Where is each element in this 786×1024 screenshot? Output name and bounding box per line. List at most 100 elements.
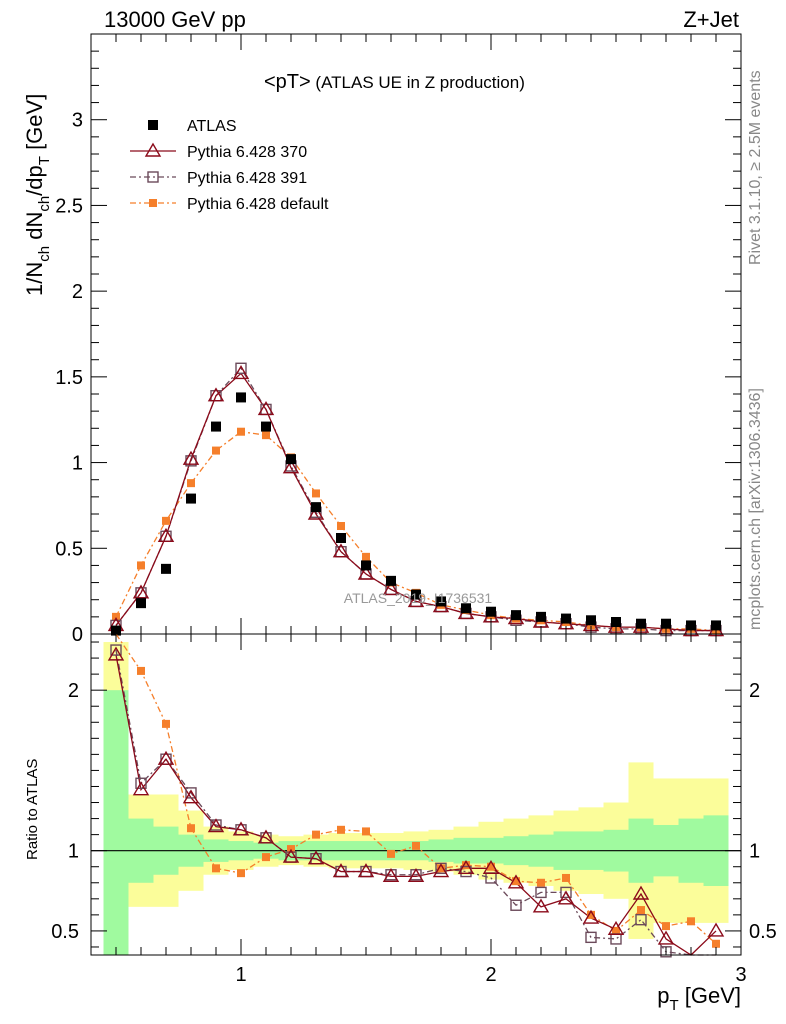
y-tick-label: 1 — [72, 453, 83, 475]
y-tick-label: 0 — [72, 624, 83, 646]
ratio-y-tick-label: 2 — [68, 680, 79, 702]
data-point-s3-2 — [162, 516, 170, 525]
ratio-point-s2-23 — [687, 917, 695, 926]
data-point-s0-8 — [311, 502, 321, 513]
data-point-s1-4 — [207, 387, 225, 402]
rivet-label: Rivet 3.1.10, ≥ 2.5M events — [747, 70, 764, 265]
data-point-s0-1 — [136, 598, 146, 609]
data-point-s0-19 — [586, 615, 596, 626]
ratio-point-s1-19 — [585, 931, 597, 944]
data-point-s1-7 — [282, 459, 300, 474]
data-point-s0-9 — [336, 533, 346, 543]
ratio-point-s0-3 — [182, 789, 200, 804]
data-point-s1-5 — [232, 365, 250, 380]
y-tick-label: 2 — [72, 281, 83, 303]
x-tick-label: 2 — [485, 964, 496, 986]
y-tick-label: 1.5 — [55, 367, 83, 389]
ratio-point-s0-18 — [557, 890, 575, 905]
ratio-point-s2-9 — [337, 825, 345, 834]
data-point-s1-6 — [257, 401, 275, 416]
ratio-point-s0-0 — [107, 646, 125, 661]
ratio-point-s1-16 — [510, 899, 522, 911]
ratio-point-s2-5 — [237, 869, 245, 878]
watermark: ATLAS_2019_I1736531 — [344, 590, 493, 606]
data-point-s0-14 — [461, 603, 471, 614]
data-point-s3-19 — [587, 621, 595, 630]
ratio-point-s2-21 — [637, 906, 645, 915]
header-right: Z+Jet — [683, 7, 739, 32]
data-point-s1-2 — [157, 527, 175, 542]
ratio-panel: 0.5 0.5 1 1 2 2 1 2 3 Ratio to ATLAS pT [GeV] — [24, 633, 777, 1014]
ratio-point-s2-14 — [462, 861, 470, 870]
data-point-s3-3 — [187, 479, 195, 488]
ratio-point-s2-15 — [487, 862, 495, 871]
data-point-s0-5 — [236, 392, 246, 403]
legend-label-3: Pythia 6.428 default — [187, 196, 329, 213]
data-point-s0-10 — [361, 560, 371, 571]
data-point-s2-5 — [235, 362, 247, 374]
ratio-point-s2-18 — [562, 873, 570, 882]
data-point-s0-15 — [486, 606, 496, 617]
legend-marker-0 — [148, 120, 158, 130]
ratio-point-s1-17 — [535, 886, 547, 899]
data-point-s1-11 — [382, 581, 400, 596]
ratio-point-s1-14 — [460, 865, 472, 878]
x-tick-label: 3 — [735, 964, 746, 986]
legend: ATLAS Pythia 6.428 370 Pythia 6.428 391 Pyt… — [130, 118, 329, 213]
ratio-point-s2-4 — [212, 864, 220, 873]
ratio-y-tick-label-right: 0.5 — [749, 921, 777, 943]
data-point-s3-8 — [312, 489, 320, 498]
ratio-point-s0-9 — [332, 863, 350, 878]
ratio-point-s1-18 — [560, 886, 572, 899]
data-point-s3-5 — [237, 427, 245, 436]
ratio-point-s2-6 — [262, 853, 270, 862]
data-point-s0-21 — [636, 618, 646, 629]
ratio-point-s2-3 — [187, 824, 195, 833]
header-left: 13000 GeV pp — [104, 7, 246, 32]
data-point-s0-7 — [286, 454, 296, 465]
ratio-point-s1-0 — [110, 644, 122, 656]
data-point-s3-10 — [362, 552, 370, 561]
ratio-panel-frame — [90, 633, 742, 956]
x-axis-label: pT [GeV] — [657, 983, 741, 1014]
data-point-s0-11 — [386, 575, 396, 586]
ratio-point-s0-4 — [207, 818, 225, 833]
data-point-s0-23 — [686, 620, 696, 631]
data-point-s0-6 — [261, 421, 271, 432]
mcplots-label: mcplots.cern.ch [arXiv:1306.3436] — [747, 388, 764, 630]
x-tick-label: 1 — [235, 964, 246, 986]
data-point-s1-9 — [332, 543, 350, 558]
main-panel-axes: 0 0.5 1 1.5 2 2.5 3 — [55, 34, 742, 646]
data-point-s3-4 — [212, 446, 220, 455]
ratio-point-s0-11 — [382, 867, 400, 883]
data-point-s3-0 — [112, 612, 120, 621]
ratio-y-tick-label: 1 — [68, 841, 79, 863]
ratio-point-s2-16 — [512, 877, 520, 886]
data-point-s1-12 — [407, 593, 425, 608]
data-point-s0-2 — [161, 563, 171, 574]
ratio-point-s2-19 — [587, 910, 595, 919]
data-point-s0-12 — [411, 589, 421, 600]
legend-marker-1 — [144, 142, 162, 157]
ratio-point-s0-21 — [632, 885, 650, 900]
ratio-y-tick-label-right: 1 — [749, 841, 760, 863]
ratio-point-s2-22 — [662, 922, 670, 931]
main-y-axis-label: 1/Nch dNch/dpT [GeV] — [22, 94, 53, 296]
ratio-point-s2-10 — [362, 827, 370, 836]
ratio-point-s2-2 — [162, 719, 170, 728]
ratio-point-s2-12 — [412, 841, 420, 850]
data-point-s0-17 — [536, 611, 546, 622]
ratio-y-axis-label: Ratio to ATLAS — [24, 759, 41, 860]
data-point-s0-20 — [611, 617, 621, 627]
ratio-panel-content — [91, 633, 741, 958]
data-point-s0-13 — [436, 596, 446, 607]
ratio-point-s0-14 — [457, 859, 475, 875]
ratio-point-s0-22 — [657, 930, 675, 945]
data-point-s3-1 — [137, 561, 145, 570]
ratio-point-s0-10 — [357, 863, 375, 878]
data-point-s0-22 — [661, 618, 671, 629]
ratio-point-s0-5 — [232, 821, 250, 836]
data-point-s0-24 — [711, 620, 721, 631]
data-point-s1-3 — [182, 450, 200, 465]
